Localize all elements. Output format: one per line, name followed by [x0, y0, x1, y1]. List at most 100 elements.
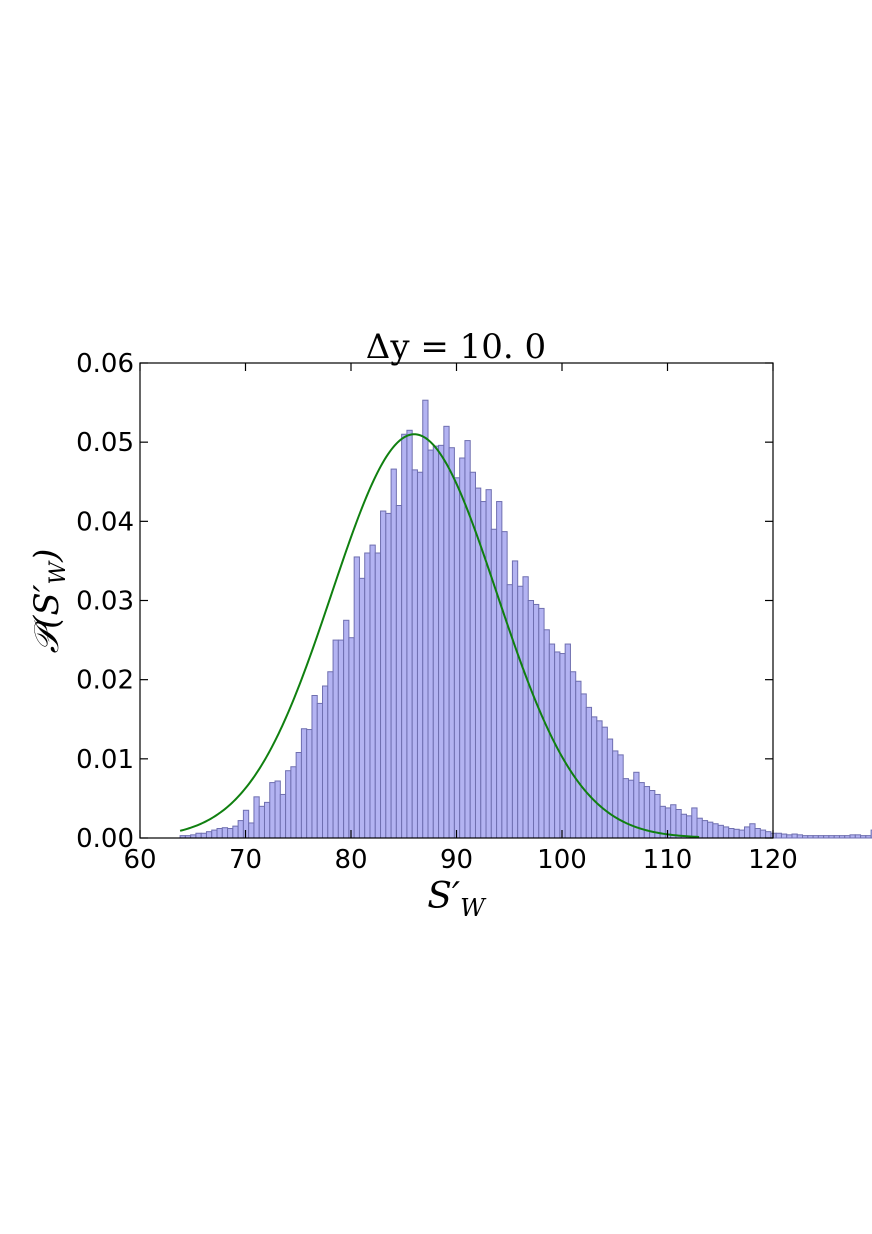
- y-tick-label: 0.02: [76, 666, 134, 696]
- chart-title-text: Δy = 10. 0: [366, 327, 546, 367]
- histogram-bar: [406, 429, 413, 839]
- histogram-bar: [786, 834, 793, 839]
- histogram-bar: [627, 779, 635, 839]
- histogram-bar: [802, 835, 809, 839]
- histogram-bar: [733, 828, 740, 839]
- histogram-bar: [701, 820, 709, 839]
- histogram-bar: [258, 805, 265, 839]
- histogram-bar: [707, 821, 714, 839]
- histogram-bar: [290, 766, 297, 839]
- histogram-bar: [422, 399, 429, 839]
- histogram-bar: [717, 824, 724, 839]
- y-tick-label: 0.05: [76, 428, 134, 458]
- y-axis-label-text: 𝒫(S′W): [27, 549, 71, 654]
- x-axis-label: S′W: [427, 876, 487, 922]
- histogram-bar: [380, 510, 387, 839]
- x-tick-label: 60: [123, 845, 156, 875]
- histogram-bar: [522, 576, 529, 839]
- histogram-bar: [248, 822, 255, 839]
- histogram-bar: [401, 433, 408, 839]
- histogram-bar: [269, 782, 276, 839]
- histogram-bar: [575, 680, 582, 839]
- histogram-bar: [712, 823, 719, 839]
- histogram-bar: [849, 834, 856, 839]
- histogram-bar: [501, 531, 508, 839]
- histogram-bar: [744, 826, 751, 839]
- histogram-bar: [511, 560, 519, 839]
- histogram-bar: [759, 829, 767, 839]
- histogram-bar: [385, 512, 392, 839]
- y-tick-label: 0.01: [76, 745, 134, 775]
- histogram-bar: [411, 469, 418, 839]
- histogram-bar: [738, 829, 746, 839]
- histogram-bar: [823, 835, 830, 839]
- histogram-bar: [749, 823, 756, 839]
- histogram-bar: [543, 629, 550, 839]
- gaussian-fit-line: [179, 433, 700, 838]
- histogram-bar: [253, 796, 260, 839]
- y-tick-label: 0.03: [76, 587, 134, 617]
- histogram-bar: [453, 477, 461, 839]
- histogram-bar: [279, 793, 287, 839]
- histogram-bar: [538, 607, 545, 839]
- histogram-bar: [838, 835, 846, 839]
- histogram-bar: [517, 585, 524, 839]
- histogram-bar: [369, 544, 376, 839]
- histogram-bar: [791, 833, 798, 839]
- histogram-bars: [179, 399, 872, 839]
- histogram-bar: [438, 444, 445, 839]
- histogram-bar: [211, 829, 218, 839]
- histogram-bar: [728, 828, 735, 839]
- histogram-bar: [685, 815, 693, 839]
- histogram-bar: [569, 671, 577, 839]
- histogram-bar: [332, 639, 339, 839]
- histogram-bar: [227, 828, 234, 839]
- histogram-bar: [374, 552, 382, 839]
- histogram-bar: [459, 457, 466, 839]
- x-axis-label-text: S′W: [427, 876, 487, 922]
- x-tick-label: 120: [748, 845, 798, 875]
- histogram-bar: [844, 835, 851, 839]
- histogram-bar: [680, 813, 687, 839]
- histogram-bar: [237, 820, 244, 839]
- histogram-bar: [812, 835, 819, 839]
- histogram-bar: [833, 835, 840, 839]
- histogram-bar: [496, 501, 503, 839]
- histogram-bar: [860, 835, 867, 839]
- gaussian-fit: [179, 433, 700, 838]
- y-axis-label: 𝒫(S′W): [27, 549, 71, 654]
- y-axis-ticks: 0.00 0.01 0.02 0.03 0.04 0.05 0.06: [76, 349, 773, 854]
- histogram-bar: [263, 801, 271, 839]
- histogram-bar: [580, 693, 587, 839]
- histogram-bar: [416, 471, 424, 839]
- histogram-bar: [854, 834, 862, 839]
- histogram-bar: [295, 752, 302, 839]
- histogram-bar: [300, 728, 308, 839]
- histogram-bar: [606, 738, 614, 839]
- histogram-bar: [274, 780, 281, 839]
- histogram-bar: [195, 832, 202, 839]
- histogram-bar: [617, 754, 624, 839]
- histogram-bar: [722, 826, 730, 839]
- histogram-bar: [670, 804, 677, 839]
- histogram-bar: [205, 831, 213, 839]
- histogram-bar: [353, 556, 360, 839]
- histogram-bar: [828, 835, 835, 839]
- histogram-bar: [343, 619, 350, 839]
- histogram-bar: [348, 637, 355, 839]
- histogram-bar: [358, 577, 366, 839]
- histogram-bar: [490, 528, 498, 839]
- histogram-bar: [612, 750, 619, 839]
- x-axis-ticks: 60 70 80 90 100 110 120: [123, 363, 798, 875]
- histogram-bar: [364, 552, 371, 839]
- histogram-bar: [527, 600, 535, 839]
- histogram-bar: [754, 828, 761, 839]
- histogram-bar: [232, 825, 239, 839]
- histogram-bar: [506, 584, 513, 839]
- histogram-bar: [564, 643, 571, 839]
- chart-title: Δy = 10. 0: [366, 327, 546, 367]
- y-tick-label: 0.00: [76, 824, 134, 854]
- histogram-bar: [432, 445, 440, 839]
- y-tick-label: 0.06: [76, 349, 134, 379]
